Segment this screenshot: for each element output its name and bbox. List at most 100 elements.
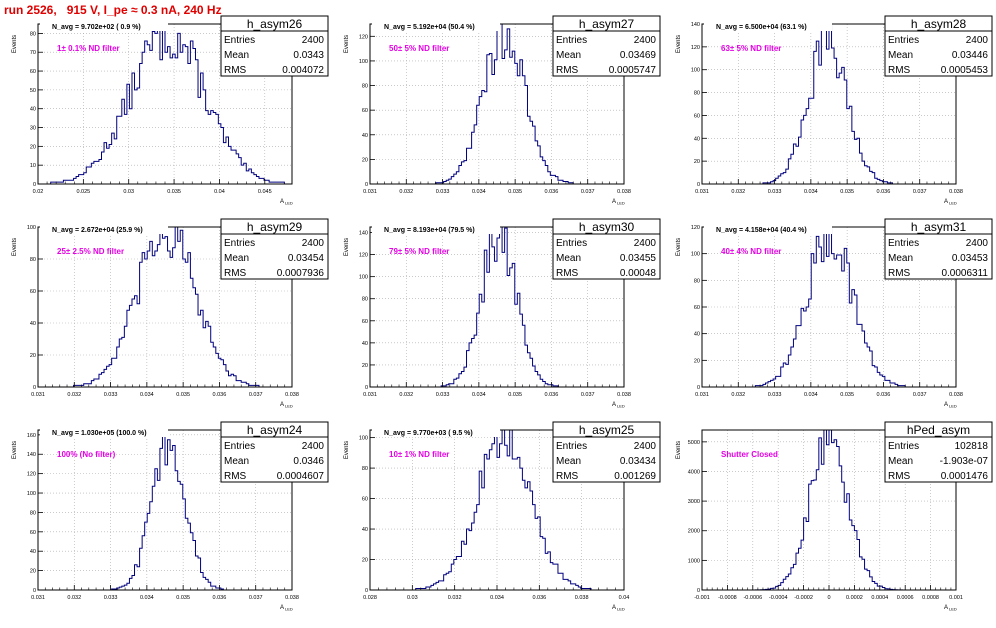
histogram-h_asym25: 0.028 0.03 0.032 0.034 0.036 0.038 0.04 0 20 40 60…	[344, 421, 661, 612]
y-tick-label: 60	[694, 305, 700, 311]
x-tick-label: 0.037	[913, 392, 927, 398]
x-axis-label: ALED	[280, 605, 293, 612]
histogram-h_asym27: 0.031 0.032 0.033 0.034 0.035 0.036 0.037 0.038…	[344, 15, 661, 206]
stat-value: 0.03455	[620, 253, 657, 264]
y-tick-label: 80	[694, 91, 700, 97]
x-tick-label: 0.033	[768, 392, 782, 398]
y-tick-label: 40	[362, 133, 368, 139]
histogram-line	[370, 429, 624, 591]
y-tick-label: 60	[362, 319, 368, 325]
navg-box	[372, 224, 500, 234]
x-tick-label: 0.034	[472, 392, 486, 398]
y-tick-label: 4000	[688, 469, 700, 475]
y-tick-label: 80	[30, 31, 36, 37]
stat-value: 0.0006311	[941, 268, 988, 279]
y-tick-label: 40	[694, 332, 700, 338]
stat-label: Mean	[888, 253, 913, 264]
y-tick-label: 40	[30, 107, 36, 113]
histogram-name: h_asym26	[247, 17, 303, 31]
stat-value: 0.0005747	[609, 65, 657, 76]
stat-label: Entries	[224, 35, 255, 46]
stats-box	[220, 421, 329, 483]
y-axis-label: Events	[12, 441, 18, 459]
histogram-pad-hPed_asym: -0.001 -0.0008 -0.0006 -0.0004 -0.0002 0 0.000…	[664, 420, 996, 623]
histogram-name: h_asym31	[911, 220, 967, 234]
x-tick-label: 0.034	[804, 189, 818, 195]
navg-label: N_avg = 5.192e+04 (50.4 %)	[384, 24, 475, 31]
x-tick-label: 0.035	[176, 595, 190, 601]
stat-value: 0.03446	[952, 50, 989, 61]
x-tick-label: 0.035	[840, 392, 854, 398]
stat-value: 0.0004607	[277, 471, 325, 482]
y-tick-label: 30	[30, 126, 36, 132]
y-tick-label: 20	[362, 558, 368, 564]
x-tick-label: 0.038	[617, 392, 631, 398]
histogram-h_asym26: 0.02 0.025 0.03 0.035 0.04 0.045 0 10 20 30 40 50 60…	[12, 15, 329, 206]
y-tick-label: 0	[33, 588, 36, 594]
stat-value: 2400	[302, 238, 325, 249]
y-tick-label: 20	[362, 363, 368, 369]
y-tick-label: 60	[362, 497, 368, 503]
y-axis-label: Events	[676, 441, 682, 459]
x-tick-label: -0.0006	[743, 595, 762, 601]
x-tick-label: 0.032	[67, 595, 81, 601]
stat-label: Entries	[888, 238, 919, 249]
stat-value: 2400	[634, 35, 657, 46]
x-axis-label: ALED	[280, 402, 293, 409]
y-tick-label: 80	[362, 297, 368, 303]
stat-label: Mean	[556, 253, 581, 264]
x-tick-label: 0.034	[490, 595, 504, 601]
x-tick-label: 0.037	[249, 392, 263, 398]
stat-label: Mean	[888, 50, 913, 61]
x-tick-label: 0.03	[407, 595, 418, 601]
stat-value: 0.03469	[620, 50, 657, 61]
stat-label: Entries	[888, 441, 919, 452]
y-tick-label: 60	[694, 113, 700, 119]
y-tick-label: 140	[691, 22, 700, 28]
x-tick-label: 0.036	[877, 189, 891, 195]
x-tick-label: 0.0004	[871, 595, 888, 601]
stat-value: 0.0007936	[277, 268, 325, 279]
x-tick-label: 0.037	[581, 392, 595, 398]
histogram-name: h_asym24	[247, 423, 303, 437]
y-tick-label: 100	[359, 436, 368, 442]
y-axis-label: Events	[12, 238, 18, 256]
stats-box	[220, 218, 329, 280]
stat-value: 0.001269	[614, 471, 656, 482]
x-axis-label: ALED	[280, 199, 293, 206]
y-tick-label: 70	[30, 50, 36, 56]
histogram-pad-h_asym31: 0.031 0.032 0.033 0.034 0.035 0.036 0.037 0.038…	[664, 217, 996, 420]
filter-annotation: 25± 2.5% ND filter	[57, 247, 124, 256]
y-tick-label: 160	[27, 433, 36, 439]
navg-label: N_avg = 8.193e+04 (79.5 %)	[384, 227, 475, 234]
stat-label: RMS	[224, 65, 247, 76]
stats-box	[220, 15, 329, 77]
x-tick-label: 0.035	[176, 392, 190, 398]
y-tick-label: 80	[30, 510, 36, 516]
histogram-pad-h_asym28: 0.031 0.032 0.033 0.034 0.035 0.036 0.037 0.038…	[664, 14, 996, 217]
x-axis-label-subscript: LED	[285, 404, 293, 409]
y-tick-label: 0	[365, 182, 368, 188]
stat-label: RMS	[888, 471, 911, 482]
x-tick-label: 0.036	[213, 595, 227, 601]
x-axis-label-subscript: LED	[285, 201, 293, 206]
y-tick-label: 2000	[688, 529, 700, 535]
stat-value: 0.00048	[620, 268, 657, 279]
y-tick-label: 120	[691, 45, 700, 51]
x-tick-label: 0.031	[31, 392, 45, 398]
x-axis-label-subscript: LED	[949, 404, 957, 409]
navg-label: N_avg = 9.702e+02 ( 0.9 %)	[52, 24, 141, 31]
y-tick-label: 40	[362, 527, 368, 533]
y-tick-label: 80	[30, 257, 36, 263]
x-tick-label: 0.038	[949, 392, 963, 398]
y-tick-label: 80	[362, 84, 368, 90]
filter-annotation: 50± 5% ND filter	[389, 44, 449, 53]
x-tick-label: 0.033	[436, 189, 450, 195]
stat-label: RMS	[556, 471, 579, 482]
stats-box	[552, 218, 661, 280]
y-axis-label: Events	[12, 35, 18, 53]
histogram-name: h_asym27	[579, 17, 635, 31]
canvas-title: run 2526, 915 V, I_pe ≈ 0.3 nA, 240 Hz	[4, 3, 222, 17]
y-tick-label: 100	[691, 252, 700, 258]
x-tick-label: 0.036	[532, 595, 546, 601]
